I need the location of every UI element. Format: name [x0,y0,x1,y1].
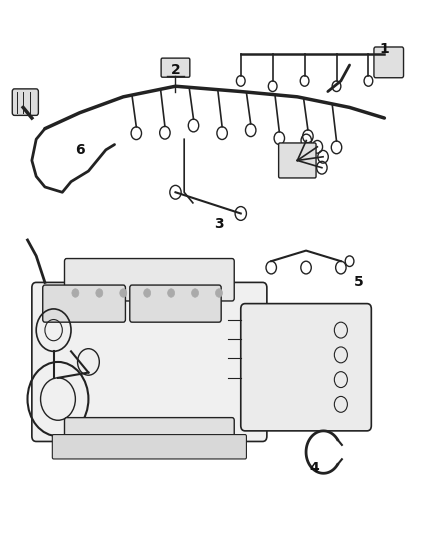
FancyBboxPatch shape [161,58,190,77]
FancyBboxPatch shape [241,304,371,431]
FancyBboxPatch shape [64,418,234,449]
Text: 3: 3 [214,217,224,231]
Circle shape [96,289,103,297]
FancyBboxPatch shape [32,282,267,441]
FancyBboxPatch shape [130,285,221,322]
Text: 1: 1 [379,42,389,56]
Circle shape [191,289,198,297]
FancyBboxPatch shape [279,143,316,178]
FancyBboxPatch shape [374,47,403,78]
Circle shape [168,289,175,297]
Circle shape [72,289,79,297]
FancyBboxPatch shape [64,259,234,301]
Text: 6: 6 [75,143,85,157]
Text: 5: 5 [353,276,363,289]
Circle shape [215,289,223,297]
FancyBboxPatch shape [52,434,247,459]
Circle shape [120,289,127,297]
FancyBboxPatch shape [12,89,39,115]
FancyBboxPatch shape [43,285,125,322]
Circle shape [144,289,151,297]
Text: 4: 4 [310,461,320,475]
Text: 2: 2 [171,63,180,77]
